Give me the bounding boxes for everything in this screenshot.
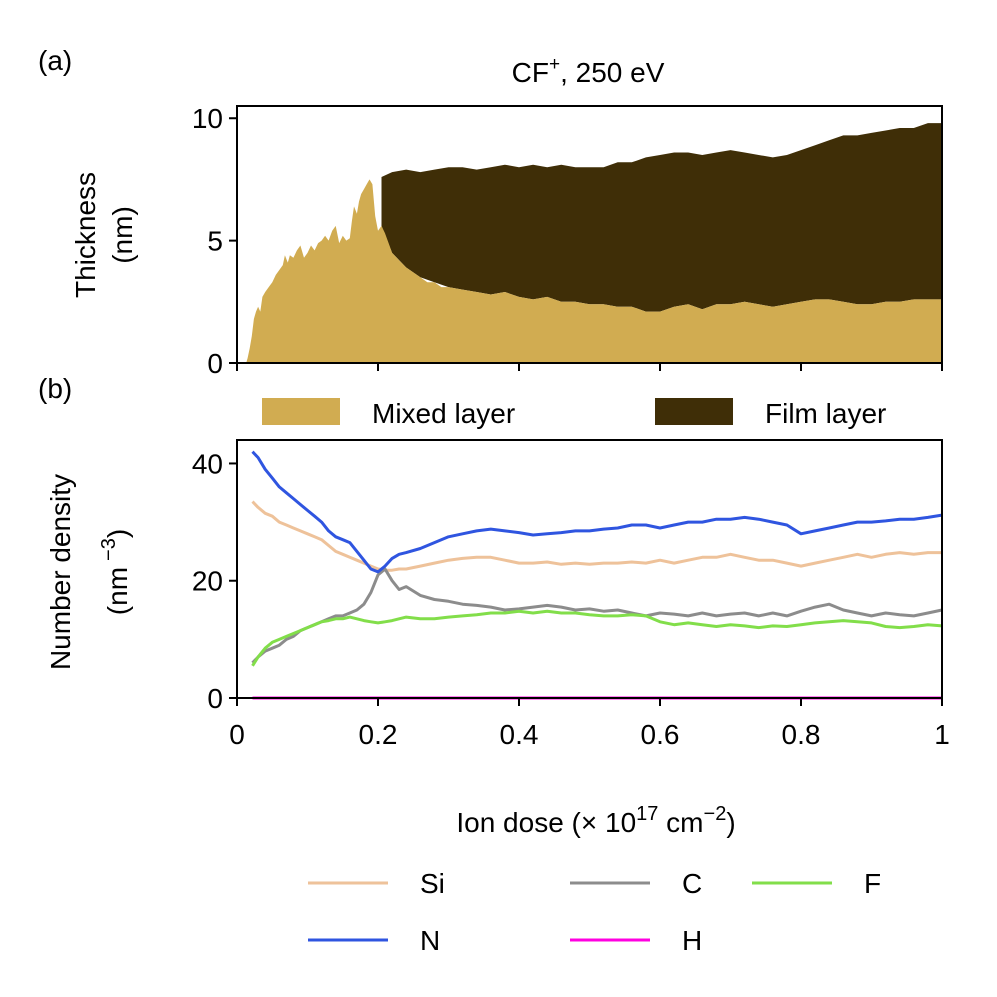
thickness-ylabel-line1: Thickness <box>70 172 101 298</box>
xlabel-mid: cm <box>658 807 703 838</box>
thickness-y-tick-label: 0 <box>207 348 223 379</box>
legend-label-film-layer: Film layer <box>765 398 886 429</box>
density-ylabel-unit: (nm <box>102 567 133 615</box>
density-x-ticks: 0 0.2 0.4 0.6 0.8 1 <box>229 698 950 750</box>
density-chart: 0 0.2 0.4 0.6 0.8 1 0 20 40 Number density (nm −… <box>45 439 950 838</box>
thickness-y-ticks: 0 5 10 <box>192 103 237 379</box>
legend-label-f: F <box>864 868 881 899</box>
density-ylabel-sup: −3 <box>98 538 120 561</box>
density-ylabel-close: ) <box>102 529 133 538</box>
density-y-tick-label: 20 <box>192 566 223 597</box>
xlabel-sup2: −2 <box>704 803 727 825</box>
legend-label-si: Si <box>420 868 445 899</box>
panel-label-b: (b) <box>38 373 72 404</box>
thickness-axes-frame <box>236 105 943 364</box>
density-xlabel: Ion dose (× 1017 cm−2) <box>456 803 735 838</box>
density-x-tick-label: 0.4 <box>500 719 539 750</box>
legend-swatch-mixed-layer <box>262 398 340 425</box>
legend-swatch-film-layer <box>655 398 733 425</box>
density-ylabel-line1: Number density <box>45 474 76 670</box>
density-x-tick-label: 0.6 <box>641 719 680 750</box>
series-line-si <box>251 500 942 572</box>
density-ylabel-line2: (nm −3) <box>98 529 133 615</box>
density-x-tick-label: 0 <box>229 719 245 750</box>
thickness-ylabel-line2: (nm) <box>107 206 138 264</box>
legend-label-mixed-layer: Mixed layer <box>372 398 515 429</box>
chart-title: CF+, 250 eV <box>512 54 665 88</box>
xlabel-sup1: 17 <box>636 803 658 825</box>
density-axes-frame <box>236 439 943 699</box>
density-y-ticks: 0 20 40 <box>192 448 237 714</box>
density-x-tick-label: 0.8 <box>782 719 821 750</box>
film-layer-area <box>381 123 942 312</box>
mixed-layer-area <box>246 179 942 363</box>
density-legend: Si C F N H <box>308 868 881 956</box>
density-x-tick-label: 1 <box>934 719 950 750</box>
thickness-areas <box>246 123 942 363</box>
legend-label-c: C <box>682 868 702 899</box>
thickness-x-ticks <box>236 363 943 371</box>
density-y-tick-label: 0 <box>207 683 223 714</box>
thickness-chart: 0 5 10 Thickness (nm) <box>70 103 943 379</box>
xlabel-close: ) <box>726 807 735 838</box>
xlabel-main: Ion dose (× 10 <box>456 807 636 838</box>
density-x-tick-label: 0.2 <box>359 719 398 750</box>
series-line-f <box>251 609 943 667</box>
chart-title-sup: + <box>549 54 560 75</box>
thickness-y-tick-label: 5 <box>207 226 223 257</box>
density-y-tick-label: 40 <box>192 448 223 479</box>
series-line-n <box>251 450 943 574</box>
chart-title-rest: , 250 eV <box>560 57 665 88</box>
thickness-y-tick-label: 10 <box>192 103 223 134</box>
panel-label-a: (a) <box>38 45 72 76</box>
thickness-legend: Mixed layer Film layer <box>262 398 886 429</box>
legend-label-n: N <box>420 925 440 956</box>
chart-title-main: CF <box>512 57 549 88</box>
legend-label-h: H <box>682 925 702 956</box>
density-lines <box>251 450 943 700</box>
